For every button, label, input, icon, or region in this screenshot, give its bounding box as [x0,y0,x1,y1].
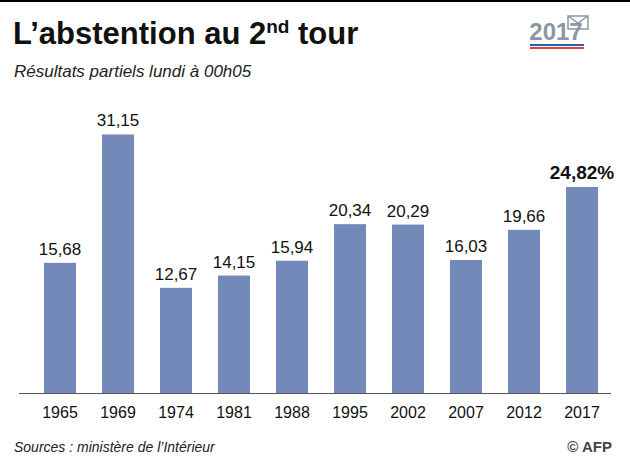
data-label: 24,82% [550,162,615,183]
bar [334,224,366,393]
x-axis-line [19,393,611,394]
data-label: 14,15 [213,253,256,272]
title-part: L’abstention au 2 [13,16,266,51]
x-tick-label: 1995 [332,404,368,421]
bar [276,261,308,393]
chart-container: L’abstention au 2nd tour Résultats partie… [0,0,630,469]
title-part: tour [289,16,358,51]
bar [508,230,540,393]
logo-envelope [568,16,588,29]
data-label: 19,66 [503,207,546,226]
logo: 2017 [529,18,582,45]
x-tick-label: 2007 [448,404,484,421]
x-tick-label: 1974 [158,404,194,421]
x-tick-label: 1969 [100,404,136,421]
x-tick-label: 1981 [216,404,252,421]
bars [44,134,598,393]
data-label: 15,68 [39,240,82,259]
subtitle: Résultats partiels lundi à 00h05 [14,62,252,81]
bar [102,134,134,393]
logo-stripe [530,44,584,46]
data-label: 16,03 [445,237,488,256]
data-label: 15,94 [271,238,314,257]
title: L’abstention au 2nd tour [13,16,358,51]
bar [566,187,598,393]
data-label: 31,15 [97,111,140,130]
x-tick-label: 2017 [564,404,600,421]
bar [450,260,482,393]
x-tick-label: 1965 [42,404,78,421]
bar [160,288,192,393]
x-axis: 1965 1969 1974 1981 1988 1995 2002 2007 2012 2017 [19,394,611,422]
bar [44,263,76,393]
logo-stripe [530,47,584,49]
data-label: 20,34 [329,201,372,220]
data-label: 20,29 [387,202,430,221]
data-label: 12,67 [155,265,198,284]
x-tick-label: 1988 [274,404,310,421]
source: Sources : ministère de l’Intérieur [14,439,216,455]
bar [392,225,424,393]
x-tick-label: 2002 [390,404,426,421]
x-tick-label: 2012 [506,404,542,421]
top-rule [0,0,630,2]
chart-svg: L’abstention au 2nd tour Résultats partie… [0,0,630,469]
title-sup: nd [266,16,289,37]
bar [218,276,250,393]
credit: © AFP [567,438,612,455]
data-labels: 15,68 31,15 12,67 14,15 15,94 20,34 20,29 16,03… [39,111,615,283]
